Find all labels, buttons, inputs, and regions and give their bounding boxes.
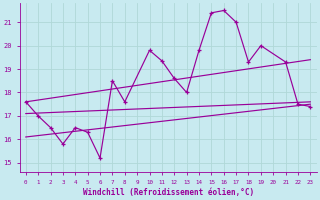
X-axis label: Windchill (Refroidissement éolien,°C): Windchill (Refroidissement éolien,°C) <box>83 188 254 197</box>
